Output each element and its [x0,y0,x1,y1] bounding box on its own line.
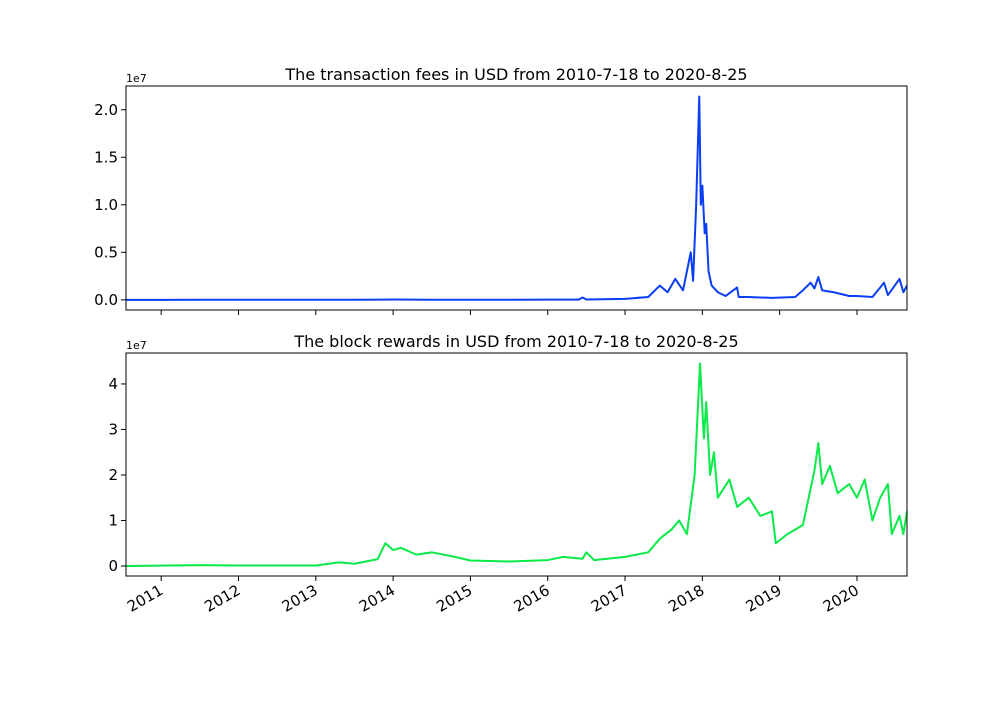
x-tick-label: 2012 [201,581,243,616]
x-tick-label: 2020 [820,581,862,616]
x-tick-label: 2018 [665,581,707,616]
data-line [126,95,908,301]
data-line [125,362,908,567]
y-tick-label: 2 [108,466,118,484]
axes-frame [125,352,908,577]
y-tick-label: 1.0 [94,196,118,214]
x-tick-label: 2017 [588,581,630,616]
x-tick-label: 2016 [511,581,553,616]
y-tick-label: 1 [108,511,118,529]
y-tick-label: 1.5 [94,148,118,166]
x-tick-label: 2014 [356,581,398,616]
y-tick-label: 4 [108,375,118,393]
x-tick-label: 2019 [743,581,785,616]
chart-title: The block rewards in USD from 2010-7-18 … [293,332,738,351]
axes-frame [125,85,908,311]
y-tick-label: 3 [108,420,118,438]
y-offset-label: 1e7 [126,72,147,85]
x-tick-label: 2011 [124,581,166,616]
y-tick-label: 0.0 [94,291,118,309]
x-tick-label: 2015 [433,581,475,616]
y-offset-label: 1e7 [126,339,147,352]
y-tick-label: 0 [108,557,118,575]
y-tick-label: 0.5 [94,243,118,261]
y-tick-label: 2.0 [94,101,118,119]
x-tick-label: 2013 [279,581,321,616]
chart-title: The transaction fees in USD from 2010-7-… [284,65,747,84]
